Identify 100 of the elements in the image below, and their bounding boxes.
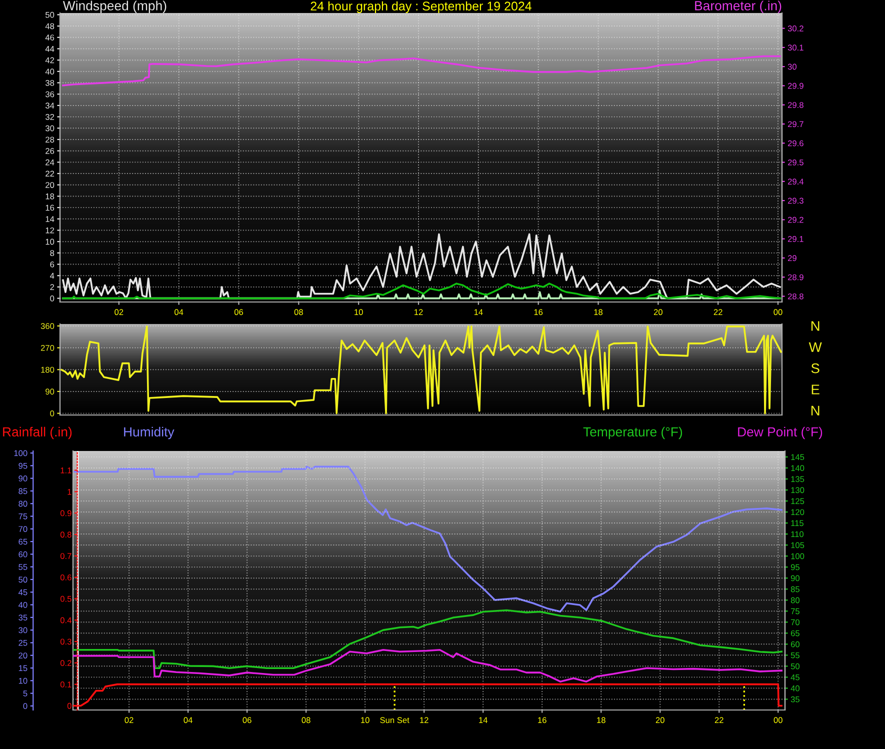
y3-tick-label: 0.5 (60, 596, 72, 602)
y2-tick-label: 29.5 (788, 159, 804, 166)
y2-tick-label: 115 (791, 520, 804, 526)
y2-tick-label: 145 (791, 454, 804, 460)
y-tick-label: 4 (50, 272, 54, 279)
y2-tick-label: 29.7 (788, 121, 804, 128)
x-tick-label: 00 (774, 309, 782, 316)
y-tick-label: 55 (18, 564, 28, 570)
y2-tick-label: 130 (791, 487, 804, 494)
y2-tick-label: 29.3 (788, 198, 804, 204)
y2-tick-label: 85 (790, 586, 800, 592)
y2-tick-label: 75 (790, 608, 800, 614)
text: W (808, 342, 822, 352)
y-tick-label: 38 (45, 80, 54, 86)
y2-tick-label: 135 (791, 476, 804, 482)
x-tick-label: 22 (714, 717, 724, 723)
line-series (73, 648, 782, 682)
y-tick-label: 12 (46, 227, 54, 234)
x-tick-label: 06 (234, 309, 244, 316)
y3-tick-label: 0.4 (60, 617, 72, 624)
line-series (62, 55, 781, 86)
y2-tick-label: 60 (790, 641, 800, 648)
y-tick-label: 14 (46, 216, 54, 222)
y-tick-label: 5 (23, 690, 28, 696)
chart-title: 24 hour graph day : September 19 2024 (310, 1, 532, 13)
x-tick-label: 08 (302, 717, 310, 724)
x-tick-label: 14 (474, 309, 483, 315)
y-axis-title: Windspeed (mph) (62, 0, 166, 13)
y2-tick-label: 28.9 (788, 274, 804, 280)
y2-tick-label: 100 (791, 553, 804, 560)
y-tick-label: 0 (50, 410, 54, 416)
y2-tick-label: 90 (790, 575, 800, 582)
y-tick-label: 10 (18, 678, 28, 684)
x-tick-label: 18 (594, 309, 603, 316)
x-tick-label: 04 (174, 309, 184, 316)
y-tick-label: 85 (18, 488, 28, 494)
y3-tick-label: 0.6 (60, 574, 72, 580)
y2-tick-label: 110 (791, 531, 804, 538)
y-tick-label: 44 (45, 46, 54, 52)
y-tick-label: 8 (50, 250, 54, 256)
y-tick-label: 32 (45, 114, 54, 120)
y-tick-label: 180 (41, 366, 54, 373)
y2-tick-label: 30.1 (788, 44, 804, 51)
y2-tick-label: 50 (790, 663, 800, 670)
text: S (811, 363, 820, 374)
y2-tick-label: 29.9 (788, 82, 804, 89)
y-tick-label: 48 (45, 23, 54, 30)
x-tick-label: 14 (479, 717, 488, 723)
x-tick-label: 18 (597, 717, 606, 724)
line-series (73, 466, 782, 613)
y2-tick-label: 29.1 (788, 236, 804, 242)
y-tick-label: 20 (46, 182, 54, 188)
y2-tick-label: 29.8 (788, 102, 804, 108)
y2-tick-label: 80 (790, 597, 800, 604)
y-tick-label: 34 (45, 102, 54, 109)
y3-tick-label: 1.1 (60, 468, 72, 474)
y-tick-label: 26 (46, 148, 54, 154)
y2-tick-label: 30 (788, 64, 796, 70)
y-tick-label: 80 (18, 500, 28, 507)
y2-tick-label: 140 (791, 465, 804, 472)
y3-tick-label: 0.1 (60, 682, 72, 688)
y2-tick-label: 30.2 (788, 26, 804, 32)
text: Rainfall (.in) (3, 426, 72, 440)
x-tick-label: 16 (534, 309, 543, 316)
y-tick-label: 45 (18, 589, 28, 596)
x-tick-label: 00 (774, 717, 782, 724)
y2-tick-label: 105 (791, 542, 804, 548)
text: Temperature (°F) (583, 426, 682, 440)
line-series (62, 282, 781, 300)
y-tick-label: 15 (18, 665, 28, 672)
x-tick-label: 16 (538, 717, 546, 724)
y-tick-label: 90 (18, 476, 28, 482)
y-tick-label: 100 (14, 450, 28, 456)
x-tick-label: 02 (124, 717, 134, 724)
y-tick-label: 40 (45, 68, 54, 75)
x-tick-label: 22 (714, 309, 722, 315)
y2-tick-label: 40 (790, 685, 800, 692)
y-tick-label: 360 (40, 323, 54, 330)
y-tick-label: 50 (18, 576, 28, 583)
x-tick-label: 08 (294, 309, 303, 316)
y2-tick-label: 28.8 (788, 293, 804, 300)
y-tick-label: 50 (46, 12, 54, 18)
y2-tick-label: 55 (790, 652, 800, 658)
x-tick-label: 06 (242, 717, 252, 724)
y2-tick-label: 45 (790, 674, 800, 680)
y-tick-label: 60 (18, 551, 28, 558)
y3-tick-label: 0.3 (60, 638, 72, 645)
text: Dew Point (°F) (738, 426, 822, 440)
y3-tick-label: 0.2 (60, 660, 72, 666)
y-tick-label: 95 (18, 462, 28, 469)
y3-tick-label: 0.8 (60, 532, 72, 538)
y-tick-label: 22 (46, 170, 54, 177)
y2-axis-title: Barometer (.in) (695, 0, 782, 13)
y2-tick-label: 120 (791, 509, 804, 516)
y2-tick-label: 95 (790, 564, 800, 570)
y2-tick-label: 29 (788, 255, 796, 262)
x-tick-label: 12 (414, 309, 423, 315)
y-tick-label: 90 (46, 388, 54, 395)
x-tick-label: 20 (656, 717, 664, 724)
y3-tick-label: 0 (67, 702, 72, 709)
